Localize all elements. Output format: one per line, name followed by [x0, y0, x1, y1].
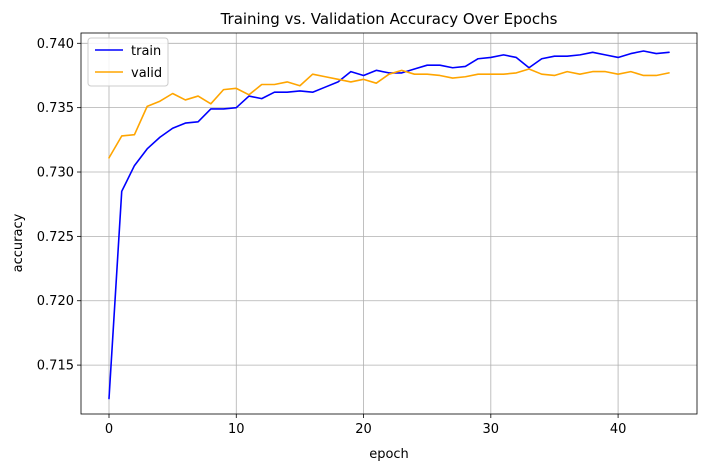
y-tick-label: 0.720	[37, 294, 74, 309]
y-tick-label: 0.725	[37, 230, 74, 245]
series-lines	[108, 50, 670, 400]
y-tick-label: 0.740	[37, 37, 74, 52]
y-axis-label: accuracy	[11, 213, 26, 272]
chart-title: Training vs. Validation Accuracy Over Ep…	[220, 10, 558, 28]
series-line-train	[108, 50, 670, 400]
y-axis-ticks: 0.715 0.720 0.725 0.730 0.735 0.740	[37, 37, 81, 374]
y-tick-label: 0.735	[37, 101, 74, 116]
x-tick-label: 0	[105, 422, 113, 437]
x-tick-label: 10	[228, 422, 245, 437]
y-tick-label: 0.715	[37, 359, 74, 374]
legend-label-valid: valid	[131, 66, 162, 81]
x-axis-ticks: 0 10 20 30 40	[105, 414, 627, 437]
x-tick-label: 40	[610, 422, 627, 437]
x-tick-label: 30	[483, 422, 500, 437]
legend: train valid	[87, 37, 169, 87]
legend-label-train: train	[131, 44, 161, 59]
plot-frame	[80, 32, 698, 415]
grid	[81, 33, 697, 414]
x-tick-label: 20	[355, 422, 372, 437]
series-line-valid	[108, 68, 670, 159]
y-tick-label: 0.730	[37, 166, 74, 181]
x-axis-label: epoch	[369, 447, 409, 462]
